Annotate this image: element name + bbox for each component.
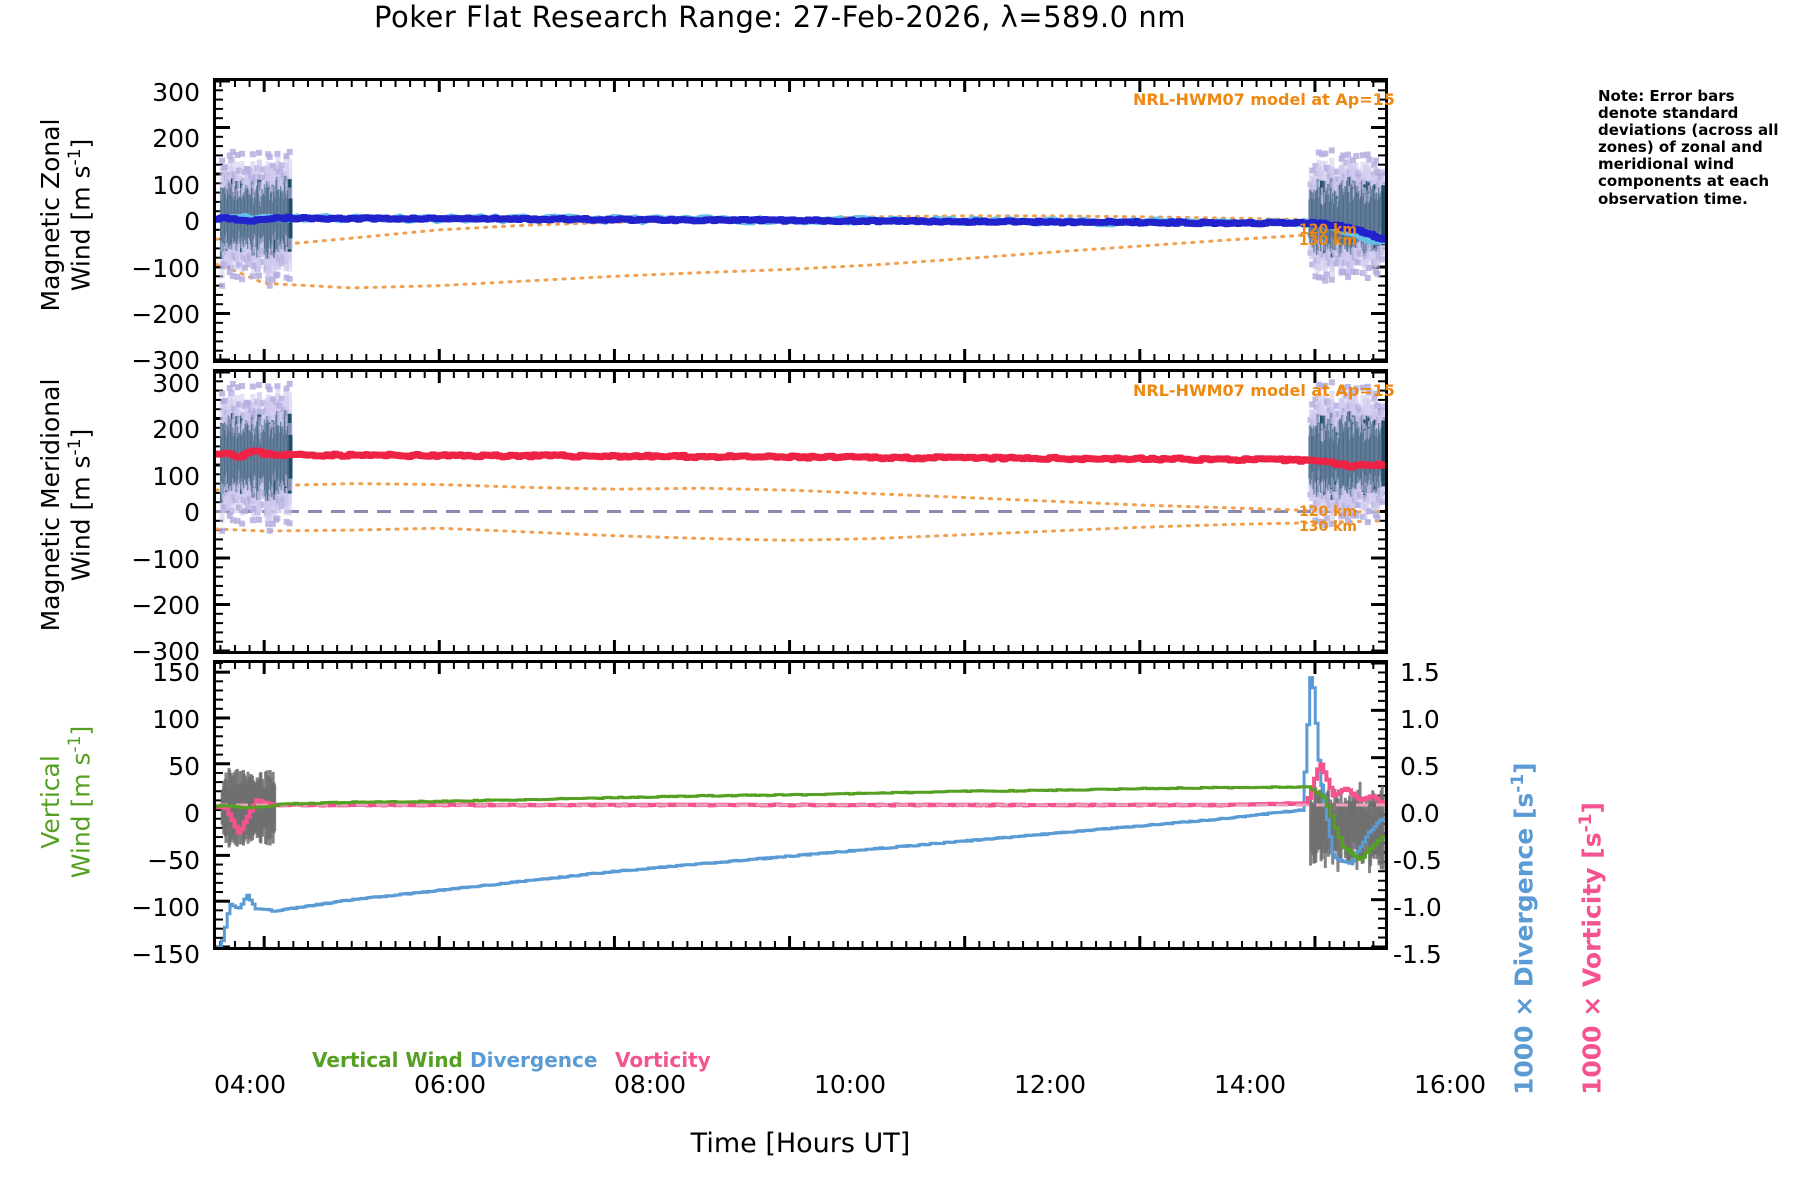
xtick-1000: 10:00 — [813, 1070, 887, 1099]
ytick-vert-n100: −100 — [131, 893, 200, 922]
panel-meridional-svg — [216, 372, 1385, 651]
panel-zonal-hwm-curves — [216, 214, 1385, 290]
panel-vertical-ylabel: Vertical Wind [m s-1] — [36, 725, 96, 879]
panel-zonal-data-lines — [216, 212, 1385, 245]
panel-vertical-right-vorticity-label: 1000 × Vorticity [s-1] — [1576, 802, 1607, 1095]
panel-meridional-hwm-curves — [216, 482, 1385, 542]
chart-xlabel: Time [Hours UT] — [690, 1128, 911, 1159]
legend-vorticity: Vorticity — [615, 1048, 711, 1072]
rtick-n1-0: -1.0 — [1393, 893, 1442, 922]
panel-meridional-alt-120: 120 km — [1299, 504, 1357, 520]
rtick-n0-5: -0.5 — [1393, 846, 1442, 875]
panel-meridional-data-lines — [216, 447, 1385, 471]
panel-zonal-svg — [216, 81, 1385, 360]
panel-meridional-alt-130: 130 km — [1299, 519, 1357, 535]
ytick-mer-n200: −200 — [131, 591, 200, 620]
ytick-mer-200: 200 — [152, 415, 200, 444]
xtick-1200: 12:00 — [1013, 1070, 1087, 1099]
panel-vertical-right-divergence-label: 1000 × Divergence [s-1] — [1508, 762, 1539, 1095]
ytick-vert-n150: −150 — [131, 940, 200, 969]
rtick-1-5: 1.5 — [1400, 658, 1440, 687]
legend-vertical-wind: Vertical Wind — [312, 1048, 463, 1072]
ytick-zonal-100: 100 — [152, 171, 200, 200]
panel-zonal-alt-120: 120 km — [1299, 222, 1357, 238]
rtick-0-5: 0.5 — [1400, 752, 1440, 781]
xtick-0400: 04:00 — [213, 1070, 287, 1099]
panel-vertical — [213, 660, 1388, 950]
rtick-1-0: 1.0 — [1400, 705, 1440, 734]
ytick-zonal-300: 300 — [152, 78, 200, 107]
panel-zonal-alt-130: 130 km — [1299, 233, 1357, 249]
rtick-0-0: 0.0 — [1400, 799, 1440, 828]
xtick-0600: 06:00 — [413, 1070, 487, 1099]
ytick-vert-150: 150 — [152, 658, 200, 687]
error-bar-note: Note: Error bars denote standard deviati… — [1598, 87, 1779, 208]
panel-meridional-ylabel: Magnetic Meridional Wind [m s-1] — [36, 378, 96, 632]
ytick-mer-n100: −100 — [131, 545, 200, 574]
ytick-zonal-n200: −200 — [131, 300, 200, 329]
ytick-mer-100: 100 — [152, 462, 200, 491]
ytick-zonal-200: 200 — [152, 124, 200, 153]
rtick-n1-5: -1.5 — [1393, 940, 1442, 969]
ytick-vert-0: 0 — [184, 799, 200, 828]
panel-vertical-data-lines — [216, 676, 1385, 947]
ytick-vert-100: 100 — [152, 705, 200, 734]
chart-title: Poker Flat Research Range: 27-Feb-2026, … — [374, 0, 1186, 34]
ytick-vert-50: 50 — [168, 752, 200, 781]
ytick-zonal-0: 0 — [184, 207, 200, 236]
panel-meridional — [213, 369, 1388, 654]
ytick-zonal-n300: −300 — [131, 346, 200, 375]
xtick-0800: 08:00 — [613, 1070, 687, 1099]
panel-vertical-svg — [216, 663, 1385, 947]
panel-meridional-model-annotation: NRL-HWM07 model at Ap=15 — [1133, 381, 1395, 400]
ytick-mer-300: 300 — [152, 369, 200, 398]
ytick-vert-n50: −50 — [147, 846, 200, 875]
legend-divergence: Divergence — [470, 1048, 598, 1072]
panel-zonal — [213, 78, 1388, 363]
panel-zonal-model-annotation: NRL-HWM07 model at Ap=15 — [1133, 90, 1395, 109]
xtick-1400: 14:00 — [1213, 1070, 1287, 1099]
panel-zonal-ylabel: Magnetic Zonal Wind [m s-1] — [36, 118, 96, 312]
panel-zonal-errorbars — [219, 147, 1385, 289]
xtick-1600: 16:00 — [1413, 1070, 1487, 1099]
ytick-zonal-n100: −100 — [131, 254, 200, 283]
ytick-mer-0: 0 — [184, 498, 200, 527]
ytick-mer-n300: −300 — [131, 637, 200, 666]
